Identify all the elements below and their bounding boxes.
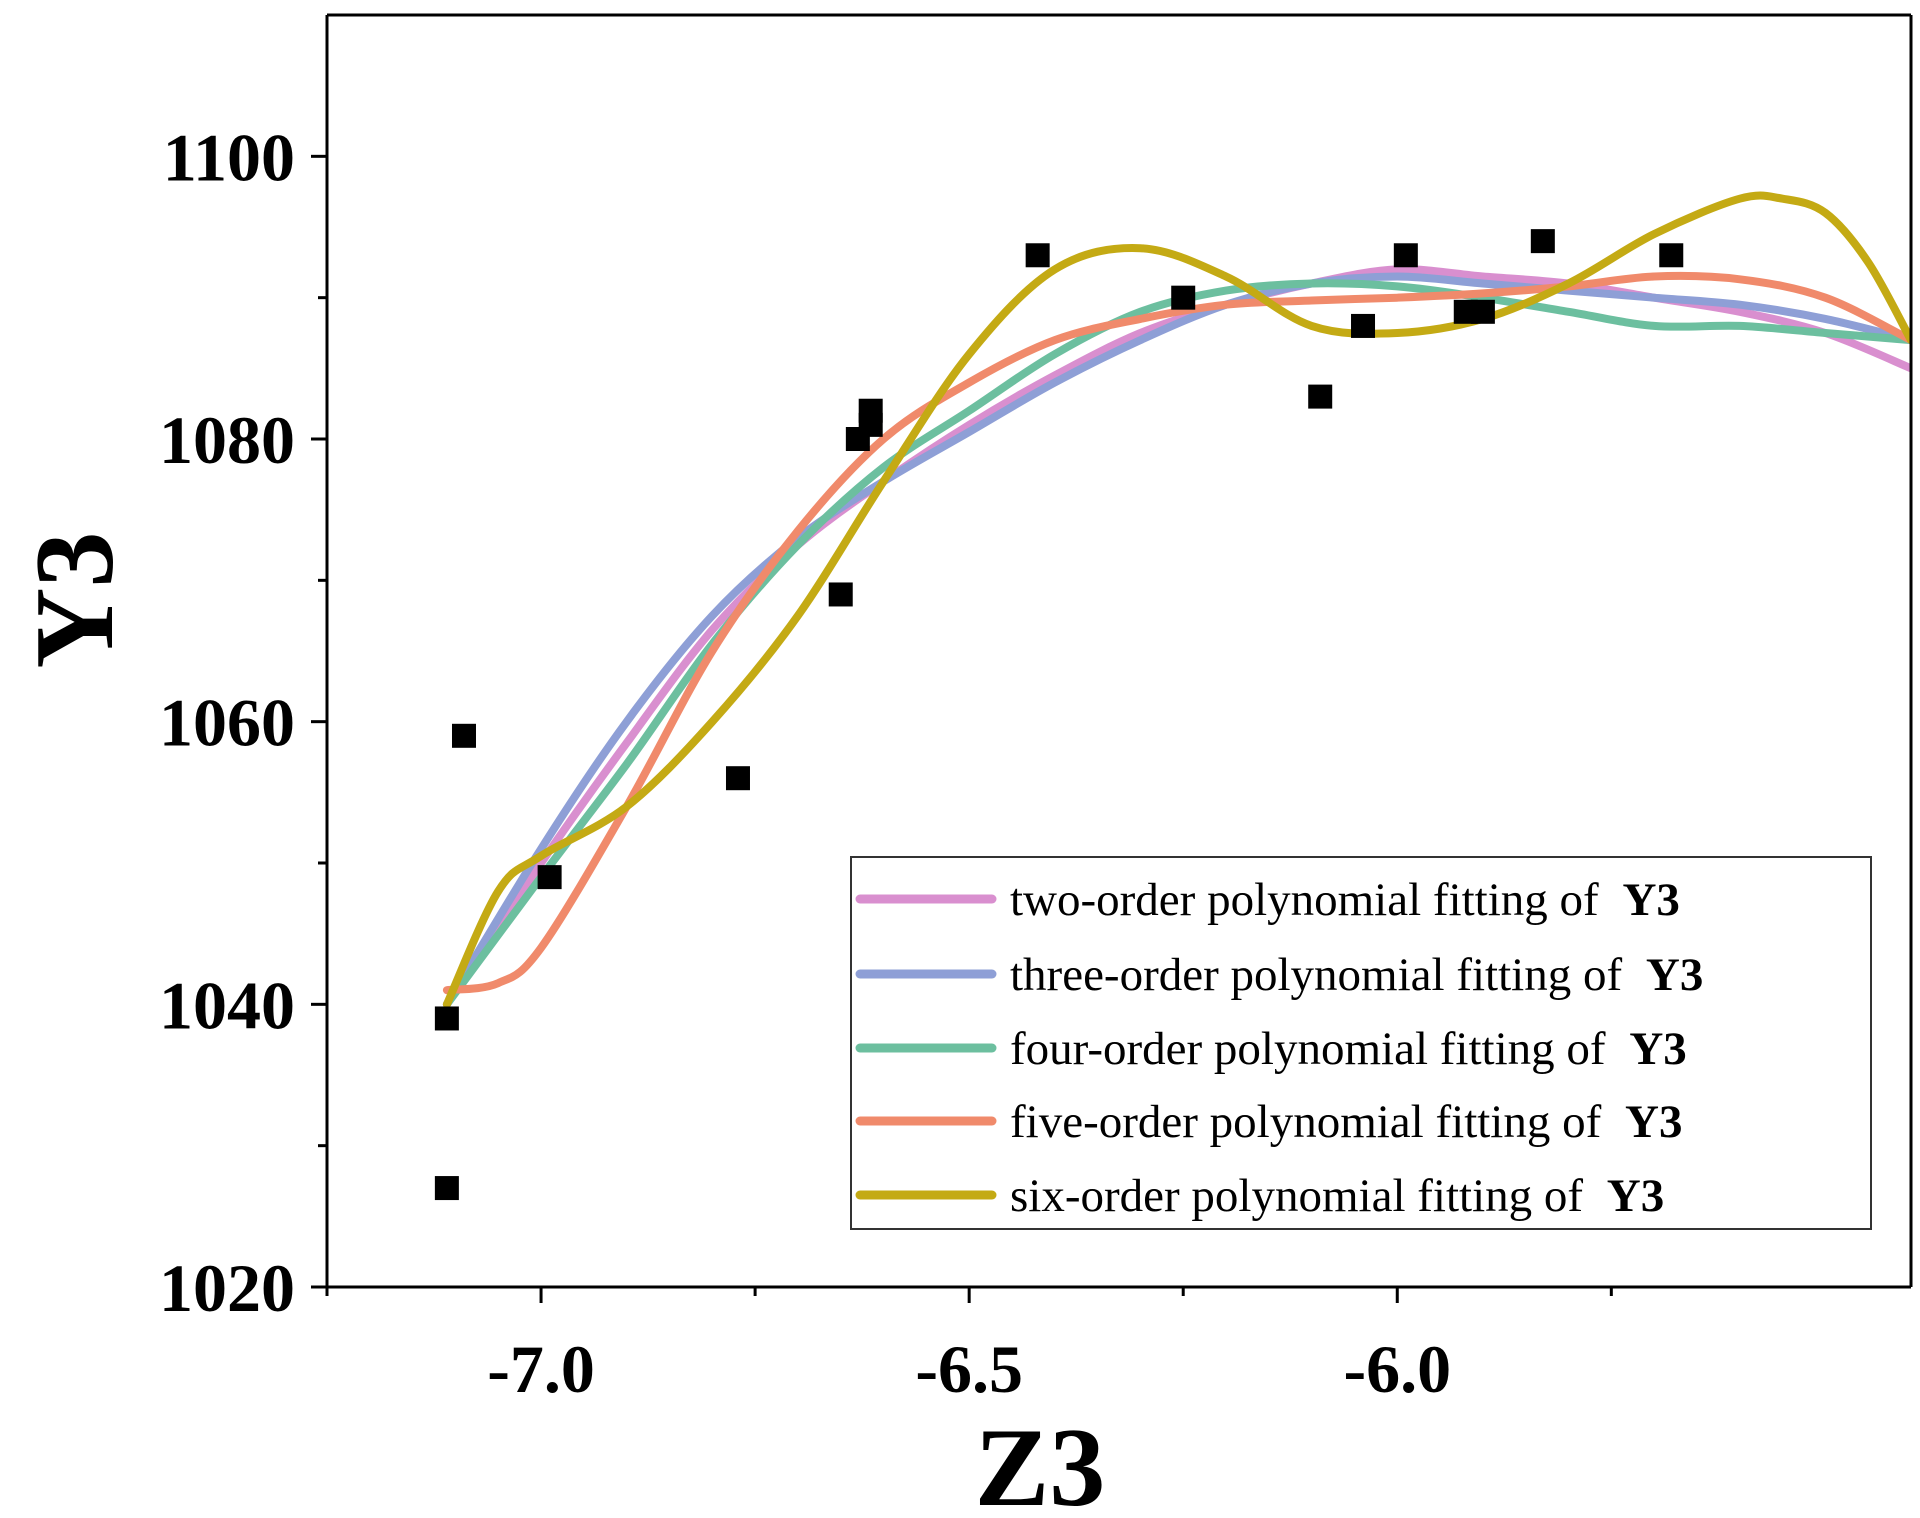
data-point: [434, 1006, 459, 1031]
legend-label-suffix: Y3: [1646, 949, 1703, 1001]
fit-curve-five-order: [442, 271, 1911, 995]
data-point: [1351, 313, 1376, 338]
legend-entry-four-order: four-order polynomial fitting of Y3: [855, 1023, 1687, 1075]
data-point: [828, 582, 853, 607]
x-axis-title: Z3: [975, 1406, 1106, 1518]
fit-curve-four-order: [442, 279, 1911, 1009]
legend: two-order polynomial fitting of Y3 three…: [850, 856, 1872, 1230]
y-tick-label: 1060: [159, 685, 295, 761]
data-point: [1025, 243, 1050, 268]
legend-label-suffix: Y3: [1607, 1170, 1664, 1222]
svg-text:three-order polynomial fitting: three-order polynomial fitting of Y3: [1010, 949, 1703, 1001]
data-point: [1171, 285, 1196, 310]
legend-entry-five-order: five-order polynomial fitting of Y3: [855, 1096, 1682, 1148]
fit-curve-six-order: [442, 191, 1911, 1009]
legend-label: six-order polynomial fitting of: [1010, 1170, 1583, 1222]
fit-curves: [442, 191, 1911, 1009]
legend-entry-three-order: three-order polynomial fitting of Y3: [855, 949, 1703, 1001]
data-point: [1308, 384, 1333, 409]
y-tick-label: 1040: [159, 967, 295, 1043]
legend-label: three-order polynomial fitting of: [1010, 949, 1622, 1001]
data-point: [1530, 229, 1555, 254]
data-point: [1659, 243, 1684, 268]
scatter-points: [434, 229, 1684, 1201]
x-tick-label: -6.0: [1343, 1331, 1451, 1407]
svg-text:two-order polynomial fitting o: two-order polynomial fitting of Y3: [1010, 874, 1680, 926]
x-tick-label: -7.0: [487, 1331, 595, 1407]
y-tick-label: 1080: [159, 402, 295, 478]
data-point: [434, 1176, 459, 1201]
data-point: [1393, 243, 1418, 268]
data-point: [537, 865, 562, 890]
axes: -7.0 -6.5 -6.0 1020 1040 1060 1080 1100: [159, 13, 1913, 1407]
data-point: [858, 398, 883, 423]
y-tick-label: 1100: [163, 119, 295, 195]
legend-label-suffix: Y3: [1622, 874, 1679, 926]
legend-label-suffix: Y3: [1625, 1096, 1682, 1148]
legend-label: two-order polynomial fitting of: [1010, 874, 1599, 926]
svg-text:five-order polynomial fitting: five-order polynomial fitting of Y3: [1010, 1096, 1682, 1148]
legend-entry-six-order: six-order polynomial fitting of Y3: [855, 1170, 1664, 1222]
data-point: [1470, 299, 1495, 324]
legend-box: [850, 856, 1872, 1230]
legend-label-suffix: Y3: [1629, 1023, 1686, 1075]
y-axis-title: Y3: [13, 532, 137, 669]
svg-text:six-order polynomial fitting o: six-order polynomial fitting of Y3: [1010, 1170, 1664, 1222]
data-point: [451, 723, 476, 748]
legend-label: five-order polynomial fitting of: [1010, 1096, 1602, 1148]
legend-label: four-order polynomial fitting of: [1010, 1023, 1606, 1075]
data-point: [725, 766, 750, 791]
y-tick-label: 1020: [159, 1250, 295, 1326]
x-tick-label: -6.5: [915, 1331, 1023, 1407]
svg-text:four-order polynomial fitting: four-order polynomial fitting of Y3: [1010, 1023, 1687, 1075]
fit-curve-three-order: [442, 272, 1911, 1009]
legend-entry-two-order: two-order polynomial fitting of Y3: [855, 874, 1680, 926]
